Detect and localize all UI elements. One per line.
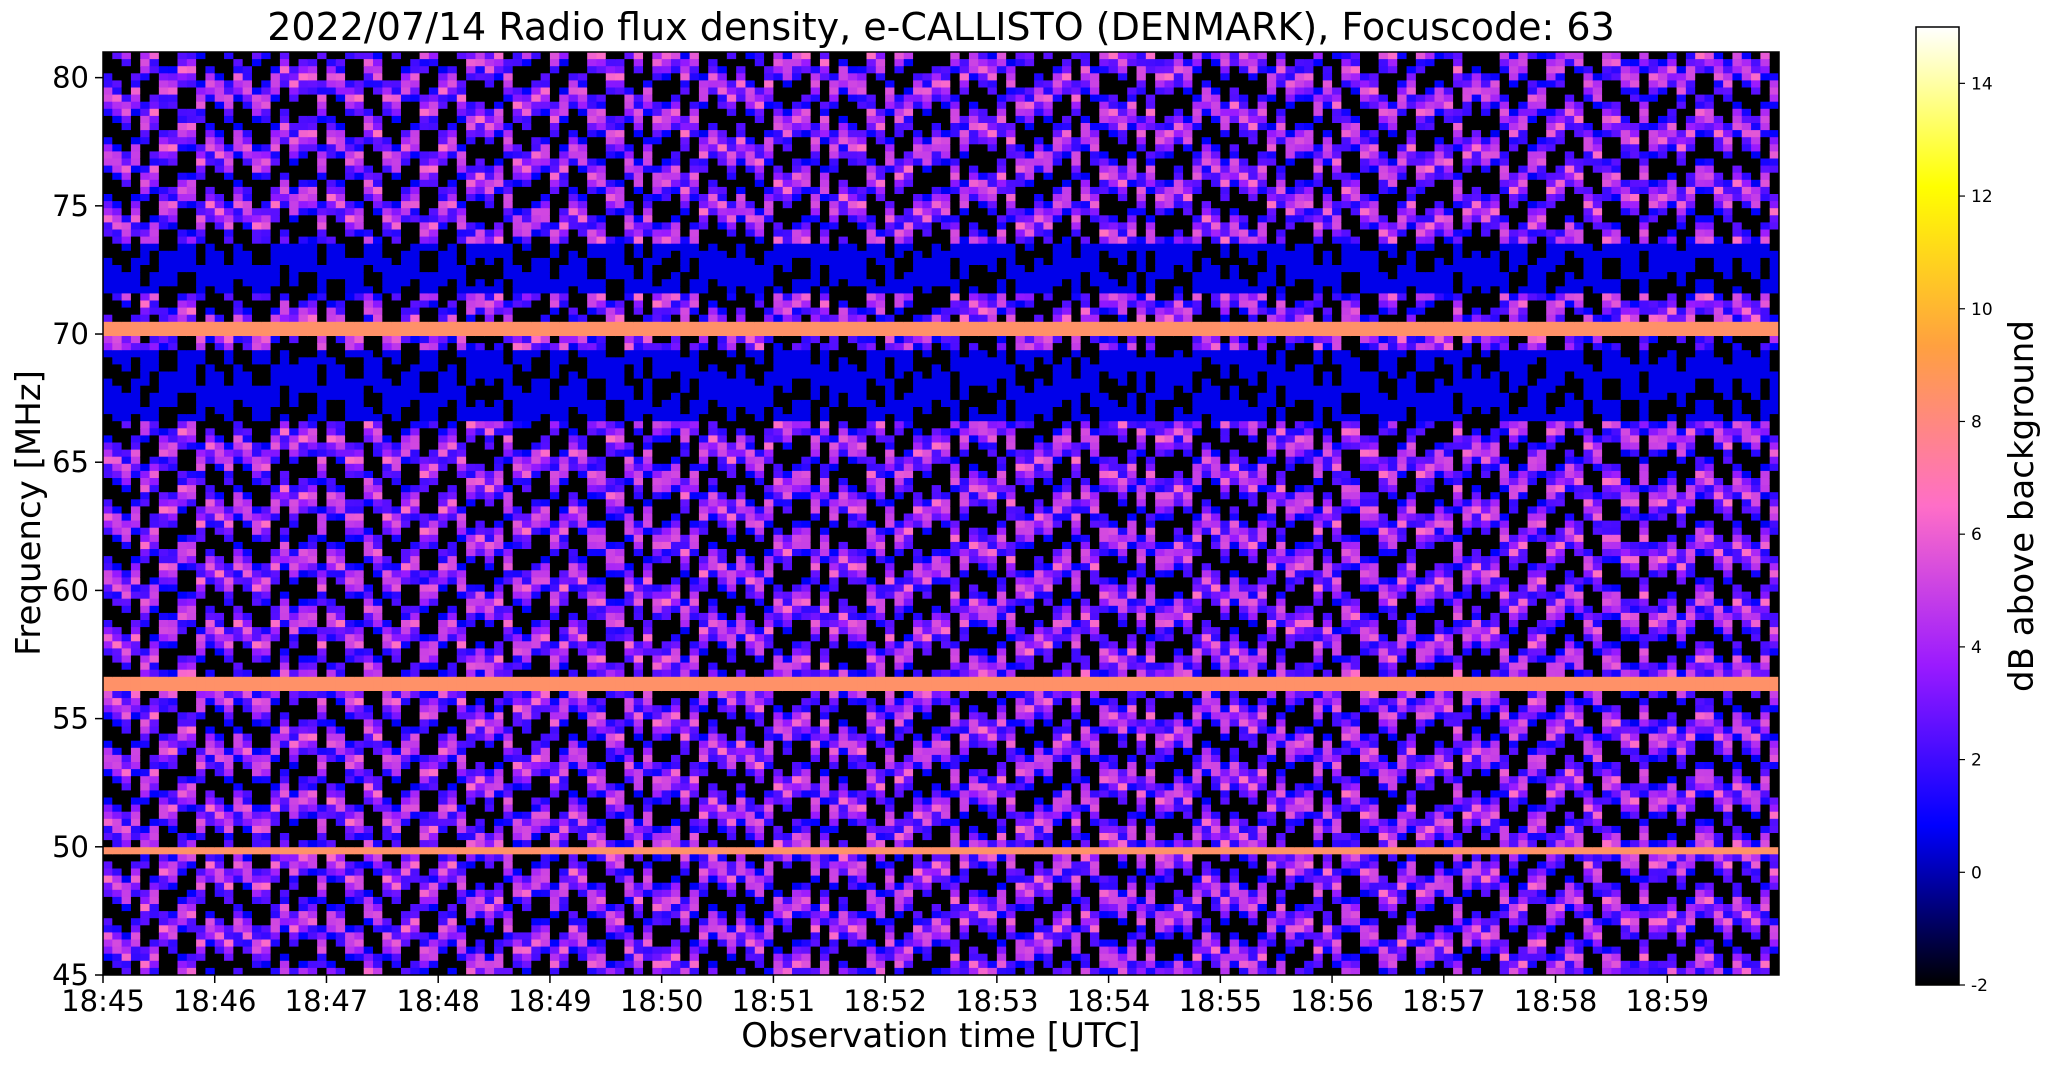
y-tick-label: 80 bbox=[52, 61, 89, 95]
colorbar-tick-label: 14 bbox=[1971, 74, 1993, 94]
y-tick-label: 65 bbox=[52, 445, 89, 479]
x-tick-label: 18:52 bbox=[843, 984, 927, 1018]
x-axis-label: Observation time [UTC] bbox=[741, 1016, 1140, 1056]
colorbar-tick-label: 4 bbox=[1971, 638, 1982, 658]
heatmap-cells bbox=[103, 52, 1780, 976]
y-axis-label: Frequency [MHz] bbox=[9, 370, 49, 656]
colorbar: -2 0 2 4 6 8 10 12 14 dB above background bbox=[1916, 27, 2042, 996]
colorbar-tick-label: 6 bbox=[1971, 525, 1982, 545]
x-tick-label: 18:51 bbox=[732, 984, 816, 1018]
x-tick-label: 18:53 bbox=[955, 984, 1039, 1018]
x-tick-label: 18:59 bbox=[1625, 984, 1709, 1018]
x-tick-label: 18:57 bbox=[1402, 984, 1486, 1018]
colorbar-tick-label: 8 bbox=[1971, 412, 1982, 432]
colorbar-label: dB above background bbox=[2002, 320, 2042, 692]
colorbar-tick-label: 10 bbox=[1971, 300, 1993, 320]
x-tick-label: 18:49 bbox=[508, 984, 592, 1018]
x-tick-label: 18:48 bbox=[396, 984, 480, 1018]
x-tick-label: 18:55 bbox=[1179, 984, 1263, 1018]
colorbar-tick-label: -2 bbox=[1971, 976, 1988, 996]
y-tick-label: 70 bbox=[52, 317, 89, 351]
colorbar-tick-label: 2 bbox=[1971, 751, 1982, 771]
y-tick-label: 50 bbox=[52, 830, 89, 864]
x-tick-label: 18:54 bbox=[1067, 984, 1151, 1018]
y-tick-label: 60 bbox=[52, 573, 89, 607]
x-tick-label: 18:47 bbox=[285, 984, 369, 1018]
y-tick-label: 45 bbox=[52, 958, 89, 992]
x-tick-label: 18:50 bbox=[620, 984, 704, 1018]
colorbar-gradient bbox=[1916, 27, 1959, 985]
colorbar-tick-label: 12 bbox=[1971, 187, 1993, 207]
colorbar-tick-label: 0 bbox=[1971, 863, 1982, 883]
x-tick-label: 18:58 bbox=[1514, 984, 1598, 1018]
x-tick-label: 18:56 bbox=[1290, 984, 1374, 1018]
y-tick-label: 75 bbox=[52, 189, 89, 223]
x-tick-label: 18:46 bbox=[173, 984, 257, 1018]
y-tick-label: 55 bbox=[52, 702, 89, 736]
plot-area bbox=[103, 52, 1780, 976]
y-axis: 45 50 55 60 65 70 75 80 bbox=[52, 61, 103, 992]
colorbar-ticks: -2 0 2 4 6 8 10 12 14 bbox=[1959, 74, 1993, 996]
chart-title: 2022/07/14 Radio flux density, e-CALLIST… bbox=[267, 5, 1615, 49]
